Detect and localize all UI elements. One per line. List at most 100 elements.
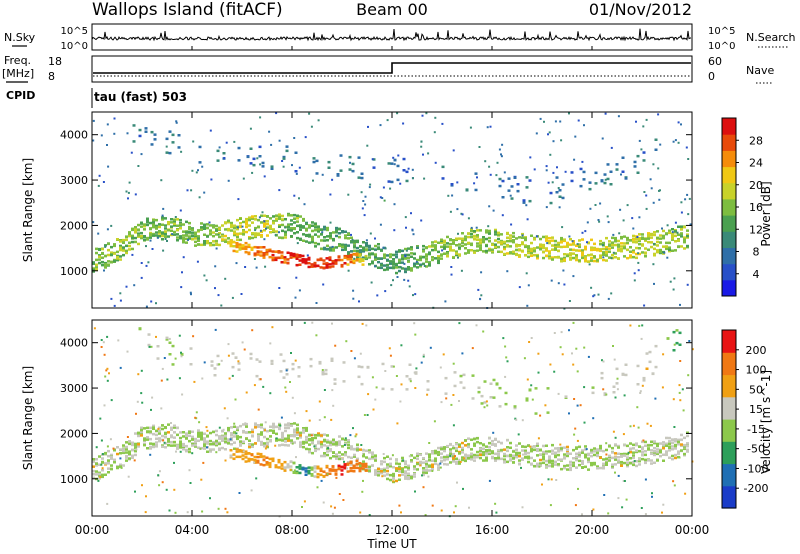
range-cell <box>494 452 497 456</box>
range-cell <box>623 443 626 447</box>
noise-cell <box>486 404 489 407</box>
range-cell <box>401 470 404 473</box>
range-cell <box>662 447 665 450</box>
noise-cell <box>359 352 362 355</box>
range-cell <box>662 245 665 248</box>
range-cell <box>452 457 455 460</box>
range-cell <box>431 244 434 247</box>
noise-cell <box>556 166 558 169</box>
range-cell <box>392 476 395 479</box>
range-cell <box>425 253 428 256</box>
noise-cell <box>602 360 605 363</box>
range-cell <box>233 224 236 228</box>
range-cell <box>426 388 430 391</box>
noise-cell <box>206 429 209 432</box>
range-cell <box>533 445 536 448</box>
range-cell <box>281 439 284 442</box>
range-cell <box>362 256 365 259</box>
range-cell <box>173 218 176 222</box>
range-cell <box>292 461 296 465</box>
range-cell <box>513 405 517 408</box>
range-cell <box>251 430 254 434</box>
range-cell <box>254 218 257 221</box>
range-cell <box>668 449 671 452</box>
range-cell <box>620 454 623 458</box>
range-cell <box>251 232 254 235</box>
noise-cell <box>419 464 422 467</box>
range-cell <box>307 470 311 474</box>
range-cell <box>236 233 239 236</box>
range-cell <box>603 393 607 397</box>
range-cell <box>170 225 173 228</box>
noise-cell <box>384 247 387 250</box>
range-cell <box>605 463 608 466</box>
noise-cell <box>549 363 552 366</box>
noise-cell <box>382 246 385 249</box>
range-cell <box>494 243 497 246</box>
noise-cell <box>686 193 689 196</box>
range-cell <box>101 461 104 464</box>
range-cell <box>422 461 425 464</box>
range-cell <box>365 245 368 248</box>
noise-cell <box>397 154 400 157</box>
noise-cell <box>318 419 321 421</box>
noise-cell <box>249 127 252 130</box>
range-cell <box>122 241 125 244</box>
noise-cell <box>669 280 672 283</box>
range-cell <box>134 453 137 457</box>
noise-cell <box>581 513 583 516</box>
range-cell <box>683 240 686 244</box>
range-cell <box>557 450 560 453</box>
noise-cell <box>161 214 164 217</box>
noise-cell <box>657 167 660 170</box>
noise-cell <box>253 258 256 260</box>
range-cell <box>137 445 140 448</box>
range-cell <box>572 464 575 467</box>
range-cell <box>164 432 167 436</box>
noise-cell <box>509 194 512 197</box>
range-cell <box>644 444 647 447</box>
range-cell <box>326 239 329 242</box>
range-cell <box>179 223 182 226</box>
noise-cell <box>196 260 199 263</box>
range-cell <box>344 438 347 442</box>
range-cell <box>575 458 578 462</box>
noise-cell <box>174 357 177 360</box>
station-title: Wallops Island (fitACF) <box>92 0 283 20</box>
range-cell <box>497 250 500 253</box>
noise-cell <box>366 414 369 416</box>
range-cell <box>310 466 314 469</box>
noise-cell <box>434 116 437 119</box>
range-cell <box>278 224 281 227</box>
noise-cell <box>174 511 177 514</box>
range-cell <box>395 250 398 254</box>
range-cell <box>503 240 506 244</box>
range-cell <box>137 223 140 227</box>
range-cell <box>173 436 176 439</box>
range-cell <box>557 249 560 252</box>
noise-cell <box>97 232 100 235</box>
range-cell <box>320 228 323 231</box>
range-cell <box>252 163 256 167</box>
range-cell <box>215 429 218 433</box>
range-cell <box>504 391 508 395</box>
range-cell <box>530 234 533 237</box>
range-cell <box>302 225 305 228</box>
noise-cell <box>99 417 102 420</box>
range-cell <box>509 446 512 449</box>
range-cell <box>307 265 311 269</box>
noise-cell <box>278 231 280 234</box>
noise-cell <box>399 182 402 185</box>
range-cell <box>352 466 356 470</box>
range-cell <box>122 253 125 257</box>
range-cell <box>287 423 290 427</box>
range-cell <box>459 381 463 384</box>
range-cell <box>677 225 680 228</box>
range-cell <box>247 452 251 455</box>
range-cell <box>155 443 158 447</box>
noise-cell <box>367 393 370 396</box>
range-cell <box>339 169 343 172</box>
range-cell <box>581 251 584 254</box>
nave-tick-high: 60 <box>708 55 722 68</box>
range-cell <box>530 449 533 453</box>
